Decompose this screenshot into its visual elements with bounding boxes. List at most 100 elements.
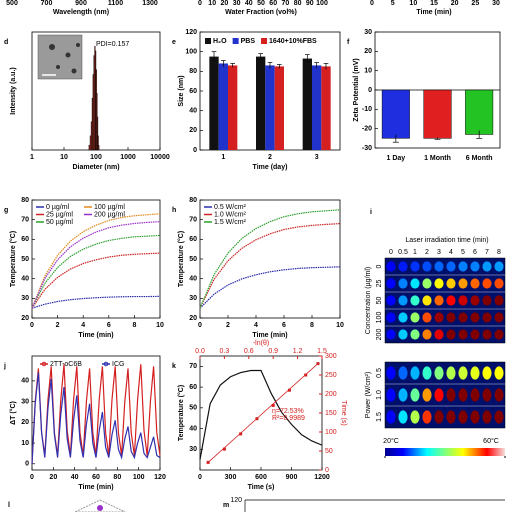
y-axis-label: Intensity (a.u.) xyxy=(10,67,17,114)
fit-point xyxy=(316,362,320,366)
x-tick-label: 1 xyxy=(30,154,34,161)
heat-spot xyxy=(458,261,468,272)
row-label: 0.5 xyxy=(376,368,383,378)
x-tick-label: 10 xyxy=(336,322,344,329)
y-axis-label: Temperature (°C) xyxy=(177,385,185,441)
y-tick-label: 40 xyxy=(189,108,197,115)
bar xyxy=(228,65,238,150)
y2-axis-label: Time (s) xyxy=(340,400,347,425)
line-series xyxy=(31,234,161,309)
x-tick-label: 600 xyxy=(255,474,267,481)
heat-spot xyxy=(446,388,456,402)
heat-spot xyxy=(422,278,432,289)
panel-letter: d xyxy=(4,39,8,46)
x-tick-label: 10 xyxy=(60,154,68,161)
x-tick-label: 2 xyxy=(226,322,230,329)
x-tick-label: 6 xyxy=(282,322,286,329)
heat-spot xyxy=(386,329,396,340)
y-tick-label: 0 xyxy=(193,147,197,154)
heat-spot xyxy=(446,261,456,272)
y-tick-label: 20 xyxy=(21,419,29,426)
heat-spot xyxy=(422,329,432,340)
heat-spot xyxy=(470,410,480,424)
legend-label: 2TT-oC6B xyxy=(50,361,82,368)
panel-letter: f xyxy=(347,39,350,46)
heat-spot xyxy=(470,312,480,323)
heat-spot xyxy=(398,278,408,289)
column-label: 3 xyxy=(437,249,441,256)
y-axis-label: Temperature (°C) xyxy=(9,231,17,287)
panel-letter: e xyxy=(172,39,176,46)
heat-spot xyxy=(482,312,492,323)
y-tick-label: 60 xyxy=(189,384,197,391)
heat-spot xyxy=(398,366,408,380)
y-tick-label: -10 xyxy=(362,106,372,113)
x2-axis-label: -ln(θ) xyxy=(253,340,269,347)
x2-tick-label: 1.5 xyxy=(317,348,327,355)
y-axis-label: Zeta Potential (mV) xyxy=(353,58,360,121)
hist-bar xyxy=(97,135,99,151)
line-series xyxy=(31,213,161,309)
heat-spot xyxy=(494,312,504,323)
x-tick-label: 1000 xyxy=(120,154,136,161)
x-tick-label: 900 xyxy=(75,0,87,7)
x-tick-label: 60 xyxy=(92,474,100,481)
x-tick-label: 0 xyxy=(198,0,202,7)
y-tick-label: 40 xyxy=(189,425,197,432)
x-tick-label: 10 xyxy=(208,0,216,7)
heat-spot xyxy=(422,312,432,323)
y2-tick-label: 150 xyxy=(325,410,337,417)
heat-spot xyxy=(410,312,420,323)
row-label: 25 xyxy=(376,280,383,288)
y-tick-label: 30 xyxy=(21,295,29,302)
y2-tick-label: 100 xyxy=(325,429,337,436)
column-label: 8 xyxy=(497,249,501,256)
y2-tick-label: 50 xyxy=(325,448,333,455)
heat-spot xyxy=(470,278,480,289)
x-tick-label: 8 xyxy=(310,322,314,329)
x-tick-label: 90 xyxy=(306,0,314,7)
x2-tick-label: 0.6 xyxy=(244,348,254,355)
heat-spot xyxy=(470,388,480,402)
x-tick-label: 50 xyxy=(257,0,265,7)
heat-spot xyxy=(446,278,456,289)
heat-spot xyxy=(386,312,396,323)
row-label: 100 xyxy=(376,312,383,324)
heat-spot xyxy=(470,366,480,380)
y-tick-label: 80 xyxy=(189,68,197,75)
x-tick-label: 0 xyxy=(370,0,374,7)
legend-label: ICG xyxy=(112,361,124,368)
y-tick-label: 60 xyxy=(21,236,29,243)
heat-spot xyxy=(434,410,444,424)
x-tick-label: 70 xyxy=(282,0,290,7)
heat-spot xyxy=(482,388,492,402)
legend-label: 0.5 W/cm² xyxy=(214,204,247,211)
heat-spot xyxy=(446,410,456,424)
y-tick-label: 70 xyxy=(189,217,197,224)
x-tick-label: 20 xyxy=(221,0,229,7)
x2-tick-label: 0.0 xyxy=(195,348,205,355)
heat-spot xyxy=(410,366,420,380)
column-label: 6 xyxy=(473,249,477,256)
y2-tick-label: 0 xyxy=(325,467,329,474)
group-label: Power (W/cm²) xyxy=(365,372,372,419)
heat-spot xyxy=(446,295,456,306)
y-tick-label: -20 xyxy=(362,126,372,133)
bar xyxy=(465,89,494,135)
x-tick-label: 25 xyxy=(471,0,479,7)
heat-spot xyxy=(482,261,492,272)
column-label: 7 xyxy=(485,249,489,256)
legend-label: 0 µg/ml xyxy=(46,204,70,211)
annotation: η=72.53% xyxy=(272,408,304,415)
x-tick-label: 40 xyxy=(71,474,79,481)
heat-spot xyxy=(410,410,420,424)
heat-spot xyxy=(386,388,396,402)
x-tick-label: 15 xyxy=(430,0,438,7)
radar-marker xyxy=(97,505,103,511)
fit-line xyxy=(207,363,319,463)
colorbar-label: 60°C xyxy=(483,437,499,445)
row-label: 1.0 xyxy=(376,390,383,400)
y-tick-label: 50 xyxy=(189,256,197,263)
y-tick-label: 60 xyxy=(189,236,197,243)
x-tick-label: 40 xyxy=(245,0,253,7)
